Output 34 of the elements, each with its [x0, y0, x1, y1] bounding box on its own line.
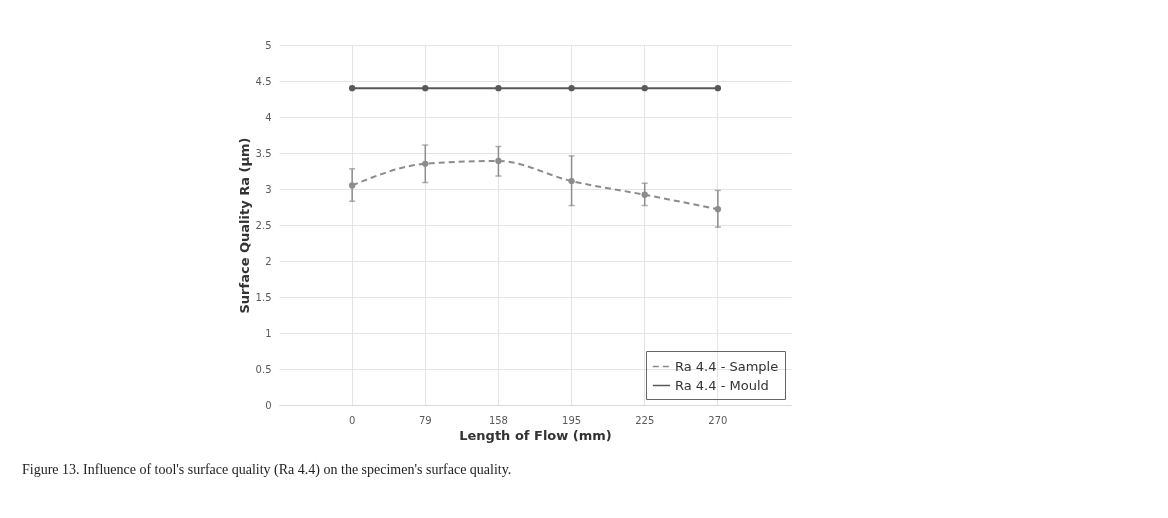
point: [348, 182, 356, 189]
x-tick-label: 158: [488, 414, 508, 426]
x-tick-label: 0: [348, 414, 356, 426]
point: [714, 85, 722, 92]
legend-label: Ra 4.4 - Sample: [675, 358, 779, 374]
y-tick-label: 0.5: [255, 363, 272, 375]
x-tick-label: 195: [562, 414, 582, 426]
point: [422, 160, 429, 167]
x-tick-label: 225: [635, 414, 655, 426]
y-tick-label: 3.5: [255, 147, 272, 159]
x-axis-title: Length of Flow (mm): [459, 427, 612, 443]
y-tick-label: 4.5: [255, 75, 272, 87]
point: [495, 157, 502, 165]
point: [641, 191, 648, 198]
point: [348, 85, 356, 92]
y-axis-title: Surface Quality Ra (µm): [236, 137, 252, 314]
y-tick-label: 1: [265, 327, 272, 339]
x-tick-label: 79: [418, 414, 432, 426]
caption: Figure 13. Influence of tool's surface quality (Ra 4.4) on the specimen's surface quality.: [22, 462, 512, 478]
y-tick-label: 1.5: [255, 291, 272, 303]
y-tick-label: 5: [265, 39, 272, 51]
y-tick-label: 2: [265, 255, 272, 267]
legend-label: Ra 4.4 - Mould: [675, 377, 769, 393]
x-tick-label: 270: [708, 414, 728, 426]
y-tick-label: 4: [265, 111, 272, 123]
point: [495, 85, 502, 92]
point: [422, 85, 429, 92]
point: [568, 177, 575, 185]
point: [714, 206, 722, 213]
point: [641, 85, 648, 92]
y-tick-label: 2.5: [255, 219, 272, 231]
point: [568, 85, 575, 92]
y-tick-label: 0: [265, 399, 272, 411]
y-tick-label: 3: [265, 183, 272, 195]
